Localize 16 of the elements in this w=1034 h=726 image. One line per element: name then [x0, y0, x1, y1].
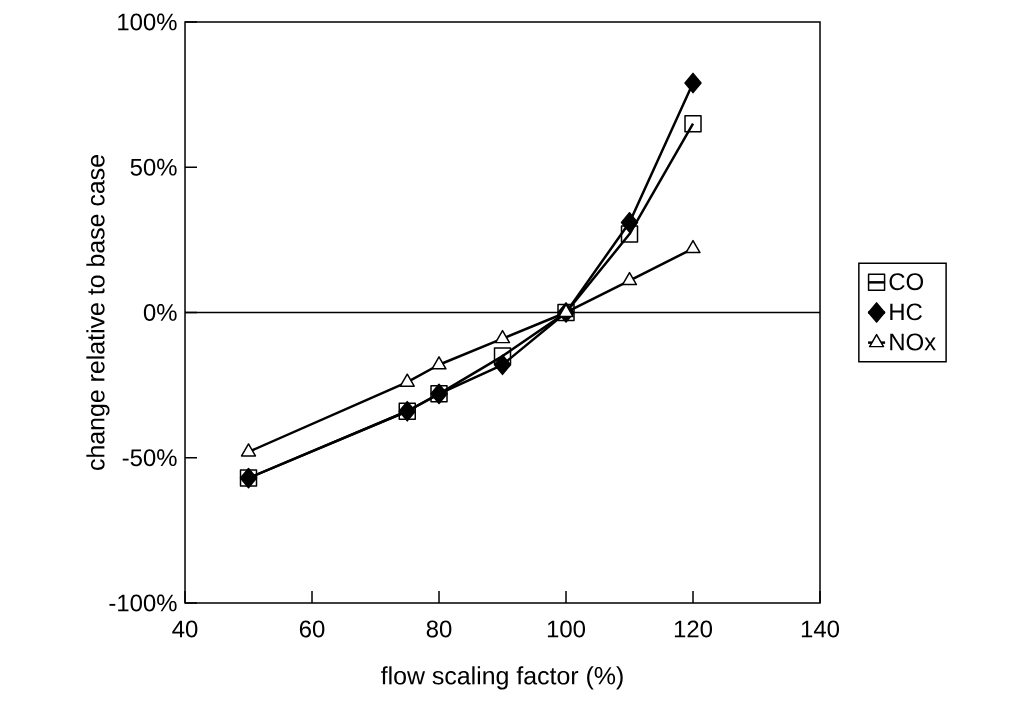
- legend-label: CO: [889, 273, 924, 291]
- legend-label: HC: [890, 303, 922, 321]
- x-tick-label: 60: [299, 620, 325, 638]
- x-tick-label: 80: [426, 620, 452, 638]
- y-axis-title: change relative to base case: [86, 155, 110, 470]
- x-tick-label: 120: [674, 620, 713, 638]
- legend-label: NOx: [890, 333, 936, 351]
- x-axis-title: flow scaling factor (%): [381, 666, 623, 690]
- x-tick-label: 40: [172, 620, 198, 638]
- x-tick-label: 140: [801, 620, 840, 638]
- y-tick-label: 100%: [118, 13, 177, 31]
- y-tick-label: 50%: [130, 158, 177, 176]
- x-tick-label: 100: [547, 620, 586, 638]
- y-tick-label: -100%: [109, 594, 177, 612]
- y-tick-label: -50%: [122, 449, 177, 467]
- y-tick-label: 0%: [143, 304, 177, 321]
